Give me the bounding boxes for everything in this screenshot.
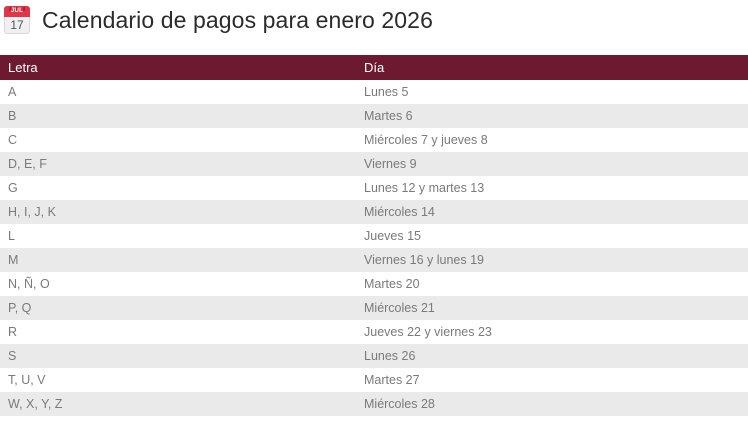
cell-letra: A <box>0 80 356 104</box>
payment-calendar-table-wrapper: Letra Día A Lunes 5 B Martes 6 C Miércoles 7 … <box>0 55 748 416</box>
table-body: A Lunes 5 B Martes 6 C Miércoles 7 y jueves 8… <box>0 80 748 416</box>
cell-dia: Martes 20 <box>356 272 748 296</box>
table-row: D, E, F Viernes 9 <box>0 152 748 176</box>
calendar-icon-band <box>4 6 30 17</box>
calendar-icon-month: JUL <box>10 8 24 14</box>
cell-letra: H, I, J, K <box>0 200 356 224</box>
calendar-icon-day: 17 <box>10 18 24 32</box>
calendar-icon: JUL 17 <box>4 6 30 34</box>
calendar-icon-ring <box>9 7 11 11</box>
cell-letra: R <box>0 320 356 344</box>
cell-letra: B <box>0 104 356 128</box>
cell-letra: M <box>0 248 356 272</box>
cell-dia: Jueves 15 <box>356 224 748 248</box>
cell-dia: Martes 27 <box>356 368 748 392</box>
table-row: H, I, J, K Miércoles 14 <box>0 200 748 224</box>
cell-dia: Martes 6 <box>356 104 748 128</box>
calendar-icon-ring <box>23 7 25 11</box>
cell-letra: W, X, Y, Z <box>0 392 356 416</box>
cell-dia: Viernes 16 y lunes 19 <box>356 248 748 272</box>
cell-letra: G <box>0 176 356 200</box>
table-header-row: Letra Día <box>0 55 748 80</box>
cell-letra: T, U, V <box>0 368 356 392</box>
calendar-icon-ring <box>16 7 18 11</box>
cell-dia: Miércoles 7 y jueves 8 <box>356 128 748 152</box>
table-row: A Lunes 5 <box>0 80 748 104</box>
table-row: G Lunes 12 y martes 13 <box>0 176 748 200</box>
cell-letra: L <box>0 224 356 248</box>
cell-letra: N, Ñ, O <box>0 272 356 296</box>
table-row: W, X, Y, Z Miércoles 28 <box>0 392 748 416</box>
table-row: B Martes 6 <box>0 104 748 128</box>
cell-dia: Lunes 26 <box>356 344 748 368</box>
table-row: M Viernes 16 y lunes 19 <box>0 248 748 272</box>
payment-calendar-table: Letra Día A Lunes 5 B Martes 6 C Miércoles 7 … <box>0 55 748 416</box>
table-row: C Miércoles 7 y jueves 8 <box>0 128 748 152</box>
cell-letra: C <box>0 128 356 152</box>
cell-dia: Lunes 5 <box>356 80 748 104</box>
cell-dia: Jueves 22 y viernes 23 <box>356 320 748 344</box>
table-row: S Lunes 26 <box>0 344 748 368</box>
cell-letra: D, E, F <box>0 152 356 176</box>
cell-letra: P, Q <box>0 296 356 320</box>
table-row: T, U, V Martes 27 <box>0 368 748 392</box>
page-header: JUL 17 Calendario de pagos para enero 20… <box>0 0 748 40</box>
table-header: Letra Día <box>0 55 748 80</box>
cell-letra: S <box>0 344 356 368</box>
cell-dia: Miércoles 14 <box>356 200 748 224</box>
column-header-letra: Letra <box>0 55 356 80</box>
column-header-dia: Día <box>356 55 748 80</box>
table-row: P, Q Miércoles 21 <box>0 296 748 320</box>
table-row: N, Ñ, O Martes 20 <box>0 272 748 296</box>
cell-dia: Miércoles 21 <box>356 296 748 320</box>
cell-dia: Miércoles 28 <box>356 392 748 416</box>
cell-dia: Viernes 9 <box>356 152 748 176</box>
cell-dia: Lunes 12 y martes 13 <box>356 176 748 200</box>
table-row: R Jueves 22 y viernes 23 <box>0 320 748 344</box>
page-title: Calendario de pagos para enero 2026 <box>42 6 433 33</box>
table-row: L Jueves 15 <box>0 224 748 248</box>
